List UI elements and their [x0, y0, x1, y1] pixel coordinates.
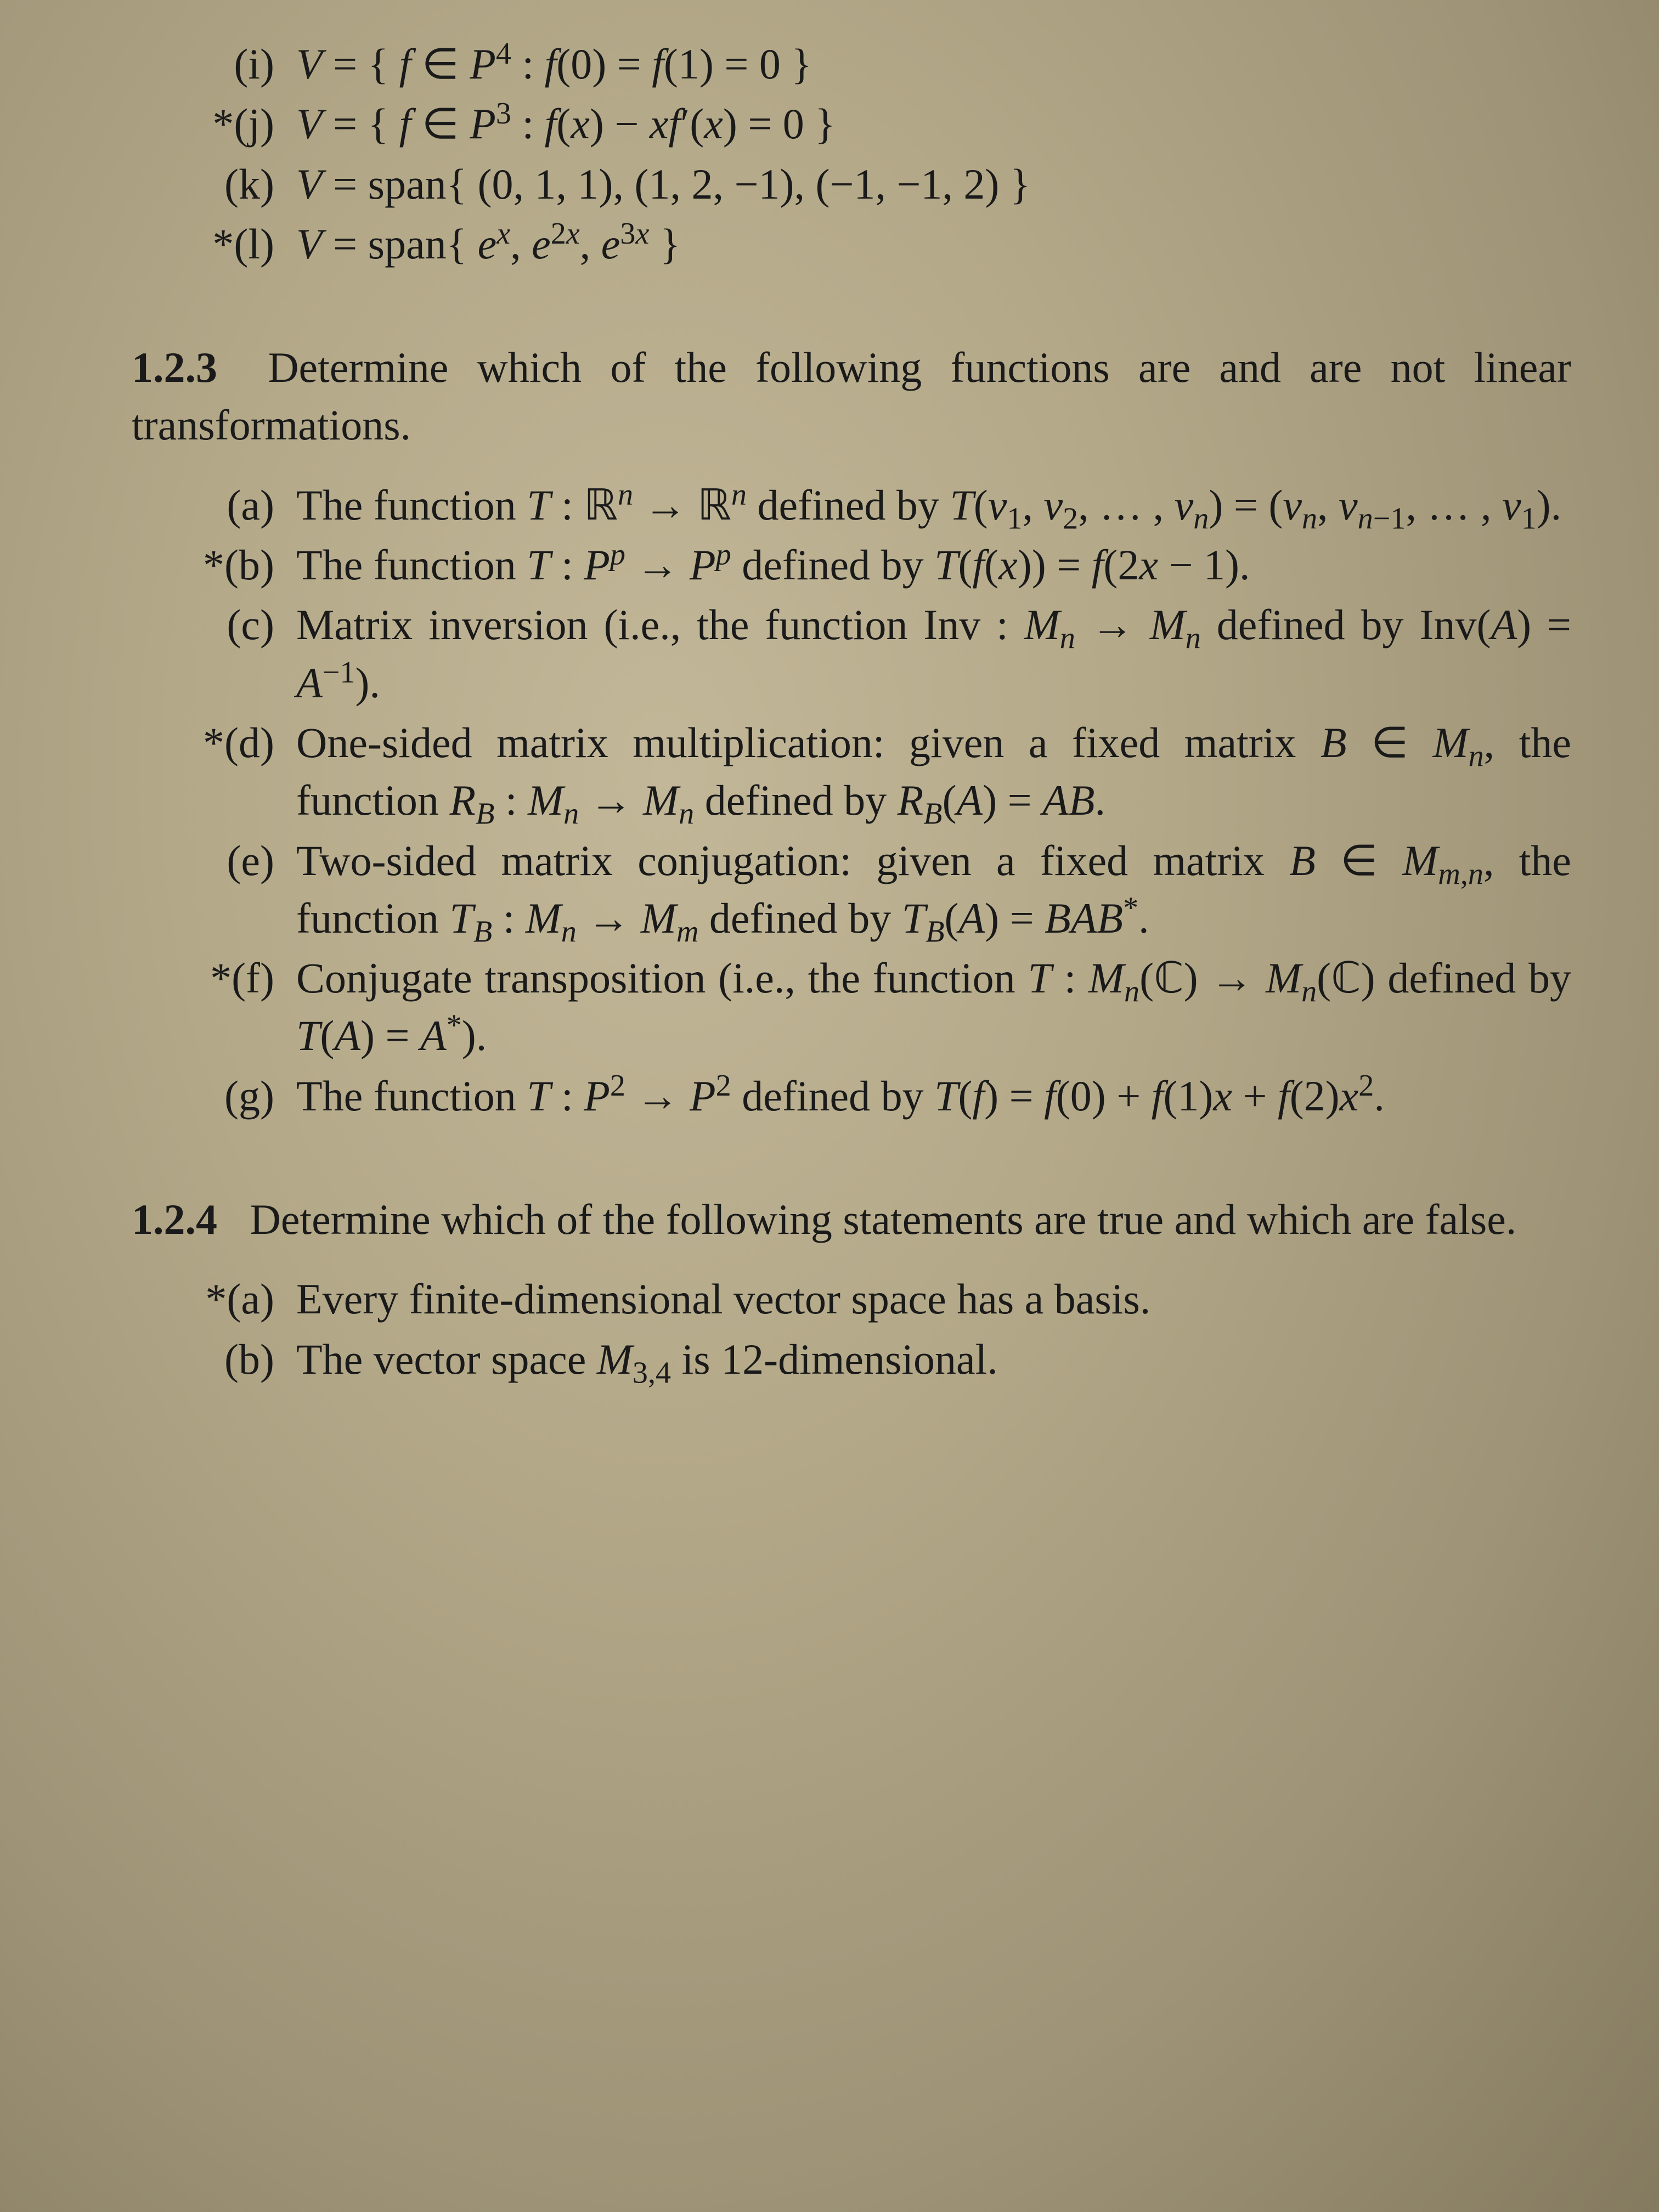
exercise-label: *(a) [132, 1270, 296, 1328]
exercise-item: *(j)V = { f ∈ P3 : f(x) − xf′(x) = 0 } [132, 95, 1571, 153]
exercise-item: *(f)Conjugate transposition (i.e., the f… [132, 949, 1571, 1065]
exercise-body: V = { f ∈ P3 : f(x) − xf′(x) = 0 } [296, 95, 1571, 153]
exercise-label: (e) [132, 832, 296, 889]
exercise-item: (a)The function T : ℝn → ℝn defined by T… [132, 476, 1571, 534]
exercise-body: Matrix inversion (i.e., the function Inv… [296, 596, 1571, 712]
exercise-label: *(l) [132, 215, 296, 273]
exercise-item: *(a)Every finite-dimensional vector spac… [132, 1270, 1571, 1328]
exercise-list-top: (i)V = { f ∈ P4 : f(0) = f(1) = 0 }*(j)V… [132, 35, 1571, 273]
textbook-page: (i)V = { f ∈ P4 : f(0) = f(1) = 0 }*(j)V… [0, 0, 1659, 2212]
exercise-label: *(f) [132, 949, 296, 1007]
exercise-item: *(l)V = span{ ex, e2x, e3x } [132, 215, 1571, 273]
exercise-body: The function T : Pp → Pp defined by T(f(… [296, 536, 1571, 594]
section-heading-124: 1.2.4 Determine which of the following s… [132, 1190, 1571, 1248]
exercise-item: (i)V = { f ∈ P4 : f(0) = f(1) = 0 } [132, 35, 1571, 93]
exercise-item: (g)The function T : P2 → P2 defined by T… [132, 1067, 1571, 1125]
exercise-label: (a) [132, 476, 296, 534]
exercise-label: *(j) [132, 95, 296, 153]
exercise-body: Conjugate transposition (i.e., the funct… [296, 949, 1571, 1065]
section-heading-text: Determine which of the following stateme… [250, 1195, 1517, 1243]
exercise-body: Two-sided matrix conjugation: given a fi… [296, 832, 1571, 947]
section-heading-123: 1.2.3 Determine which of the following f… [132, 338, 1571, 454]
exercise-label: (g) [132, 1067, 296, 1125]
exercise-body: V = span{ (0, 1, 1), (1, 2, −1), (−1, −1… [296, 155, 1571, 213]
section-heading-text: Determine which of the following functio… [132, 343, 1571, 449]
exercise-item: (b)The vector space M3,4 is 12-dimension… [132, 1330, 1571, 1388]
exercise-body: The function T : P2 → P2 defined by T(f)… [296, 1067, 1571, 1125]
exercise-body: V = { f ∈ P4 : f(0) = f(1) = 0 } [296, 35, 1571, 93]
exercise-body: The vector space M3,4 is 12-dimensional. [296, 1330, 1571, 1388]
exercise-item: (k)V = span{ (0, 1, 1), (1, 2, −1), (−1,… [132, 155, 1571, 213]
section-number: 1.2.3 [132, 343, 217, 391]
exercise-list-123: (a)The function T : ℝn → ℝn defined by T… [132, 476, 1571, 1125]
exercise-item: *(d)One-sided matrix multiplication: giv… [132, 714, 1571, 830]
exercise-body: One-sided matrix multiplication: given a… [296, 714, 1571, 830]
exercise-body: V = span{ ex, e2x, e3x } [296, 215, 1571, 273]
exercise-item: *(b)The function T : Pp → Pp defined by … [132, 536, 1571, 594]
exercise-label: *(b) [132, 536, 296, 594]
exercise-label: (b) [132, 1330, 296, 1388]
exercise-label: (c) [132, 596, 296, 653]
exercise-label: *(d) [132, 714, 296, 771]
exercise-item: (e)Two-sided matrix conjugation: given a… [132, 832, 1571, 947]
exercise-item: (c)Matrix inversion (i.e., the function … [132, 596, 1571, 712]
exercise-label: (i) [132, 35, 296, 93]
exercise-list-124: *(a)Every finite-dimensional vector spac… [132, 1270, 1571, 1388]
exercise-body: Every finite-dimensional vector space ha… [296, 1270, 1571, 1328]
exercise-body: The function T : ℝn → ℝn defined by T(v1… [296, 476, 1571, 534]
exercise-label: (k) [132, 155, 296, 213]
section-number: 1.2.4 [132, 1195, 217, 1243]
